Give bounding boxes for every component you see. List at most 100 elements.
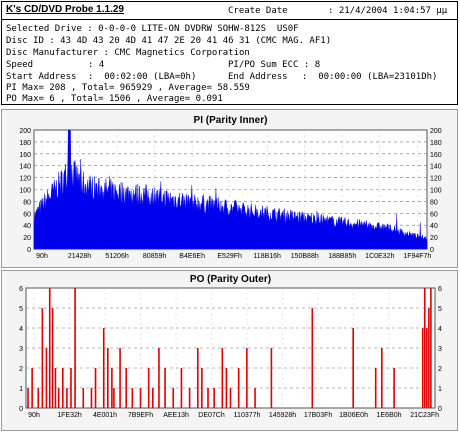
po-bar (221, 348, 224, 408)
po-bar (139, 388, 142, 408)
x-tick-label: 21C23Fh (410, 412, 439, 419)
y-tick-label-right: 120 (430, 176, 442, 183)
y-tick-label-left: 100 (19, 188, 31, 195)
y-tick-label-left: 120 (19, 176, 31, 183)
x-tick-label: 7B9EFh (128, 412, 153, 419)
po-bar (102, 328, 105, 408)
y-tick-label-right: 200 (430, 128, 442, 135)
po-bar (147, 368, 150, 408)
create-date-label: Create Date (228, 6, 288, 16)
y-tick-label-left: 60 (23, 211, 31, 218)
x-tick-label: E529Fh (217, 253, 242, 260)
po-bar (254, 388, 256, 408)
y-tick-label-right: 0 (430, 247, 434, 254)
po-bar (393, 368, 395, 408)
po-chart-panel: PO (Parity Outer) 0 0 1 1 2 2 3 3 4 4 5 5 6 6 90h 1FE32h… (1, 270, 458, 431)
po-bar (421, 328, 424, 408)
x-tick-label: 1E6B0h (377, 412, 402, 419)
y-tick-label-left: 5 (19, 306, 23, 313)
po-bar (74, 288, 76, 408)
y-tick-label-left: 80 (23, 199, 31, 206)
chart-title: PO (Parity Outer) (190, 274, 271, 285)
y-tick-label-left: 180 (19, 140, 31, 147)
y-tick-label-right: 6 (438, 286, 442, 293)
po-bar (229, 388, 232, 408)
po-bar (151, 388, 154, 408)
info-divider (2, 19, 457, 20)
po-bar (201, 368, 203, 408)
x-tick-label: 90h (36, 253, 48, 260)
po-bar (27, 388, 29, 408)
end-address-label: End Address (228, 72, 288, 82)
po-bar (430, 288, 432, 408)
x-tick-label: 1F94F7h (403, 253, 431, 260)
y-tick-label-right: 3 (438, 346, 442, 353)
create-date-value: : 21/4/2004 1:04:57 μμ (328, 6, 448, 16)
po-bar (164, 368, 166, 408)
po-bar (57, 388, 60, 408)
po-bar (207, 388, 209, 408)
y-tick-label-right: 5 (438, 306, 442, 313)
y-tick-label-right: 1 (438, 386, 442, 393)
x-tick-label: 1FE32h (57, 412, 82, 419)
y-tick-label-left: 4 (19, 326, 23, 333)
po-bar (125, 368, 128, 408)
po-bar (70, 368, 72, 408)
x-tick-label: 145928h (269, 412, 296, 419)
po-bar (352, 328, 354, 408)
y-tick-label-left: 6 (19, 286, 23, 293)
selected-drive-line: Selected Drive : 0-0-0-0 LITE-ON DVDRW S… (6, 24, 299, 34)
po-bar (94, 368, 97, 408)
po-bar (180, 368, 183, 408)
y-tick-label-left: 20 (23, 235, 31, 242)
po-bar (37, 388, 40, 408)
y-tick-label-right: 140 (430, 164, 442, 171)
po-bar (158, 348, 160, 408)
po-bar (196, 348, 199, 408)
app-title: K's CD/DVD Probe 1.1.29 (6, 4, 124, 15)
po-bar (172, 388, 175, 408)
y-tick-label-right: 2 (438, 366, 442, 373)
chart-title: PI (Parity Inner) (194, 115, 268, 126)
po-bar (311, 308, 314, 408)
x-tick-label: 4E001h (93, 412, 117, 419)
pi-summary: PI Max= 208 , Total= 965929 , Average= 5… (6, 83, 250, 93)
y-tick-label-left: 2 (19, 366, 23, 373)
x-tick-label: B4E6Eh (179, 253, 205, 260)
po-bar (62, 368, 64, 408)
y-tick-label-right: 40 (430, 223, 438, 230)
po-bar (225, 368, 228, 408)
po-bar (66, 388, 68, 408)
x-tick-label: 1C0E32h (365, 253, 394, 260)
y-tick-label-left: 40 (23, 223, 31, 230)
x-tick-label: 21428h (68, 253, 91, 260)
po-bar (246, 348, 248, 408)
y-tick-label-left: 3 (19, 346, 23, 353)
y-tick-label-left: 0 (19, 406, 23, 413)
x-tick-label: 1B06E0h (339, 412, 368, 419)
po-bar (374, 368, 377, 408)
start-address-label: Start Address (6, 72, 77, 82)
speed-value: : 4 (88, 60, 105, 70)
po-bar (188, 388, 191, 408)
end-address-value: : 00:00:00 (LBA=23101Dh) (302, 72, 438, 82)
po-bar (111, 368, 113, 408)
po-chart: PO (Parity Outer) 0 0 1 1 2 2 3 3 4 4 5 5 6 6 90h 1FE32h… (19, 274, 442, 419)
po-bar (54, 368, 57, 408)
y-tick-label-left: 140 (19, 164, 31, 171)
po-bar (428, 308, 430, 408)
y-tick-label-left: 1 (19, 386, 23, 393)
po-bar (90, 388, 93, 408)
po-bar (119, 348, 121, 408)
y-tick-label-right: 100 (430, 188, 442, 195)
po-bar (107, 348, 109, 408)
po-bar (237, 368, 240, 408)
start-address-value: : 00:02:00 (LBA=0h) (88, 72, 197, 82)
po-bar (381, 348, 383, 408)
y-tick-label-right: 0 (438, 406, 442, 413)
x-tick-label: DE07Ch (198, 412, 225, 419)
disc-manufacturer-line: Disc Manufacturer : CMC Magnetics Corpor… (6, 48, 250, 58)
po-bar (51, 308, 54, 408)
po-bar (45, 348, 48, 408)
po-bar (270, 348, 273, 408)
